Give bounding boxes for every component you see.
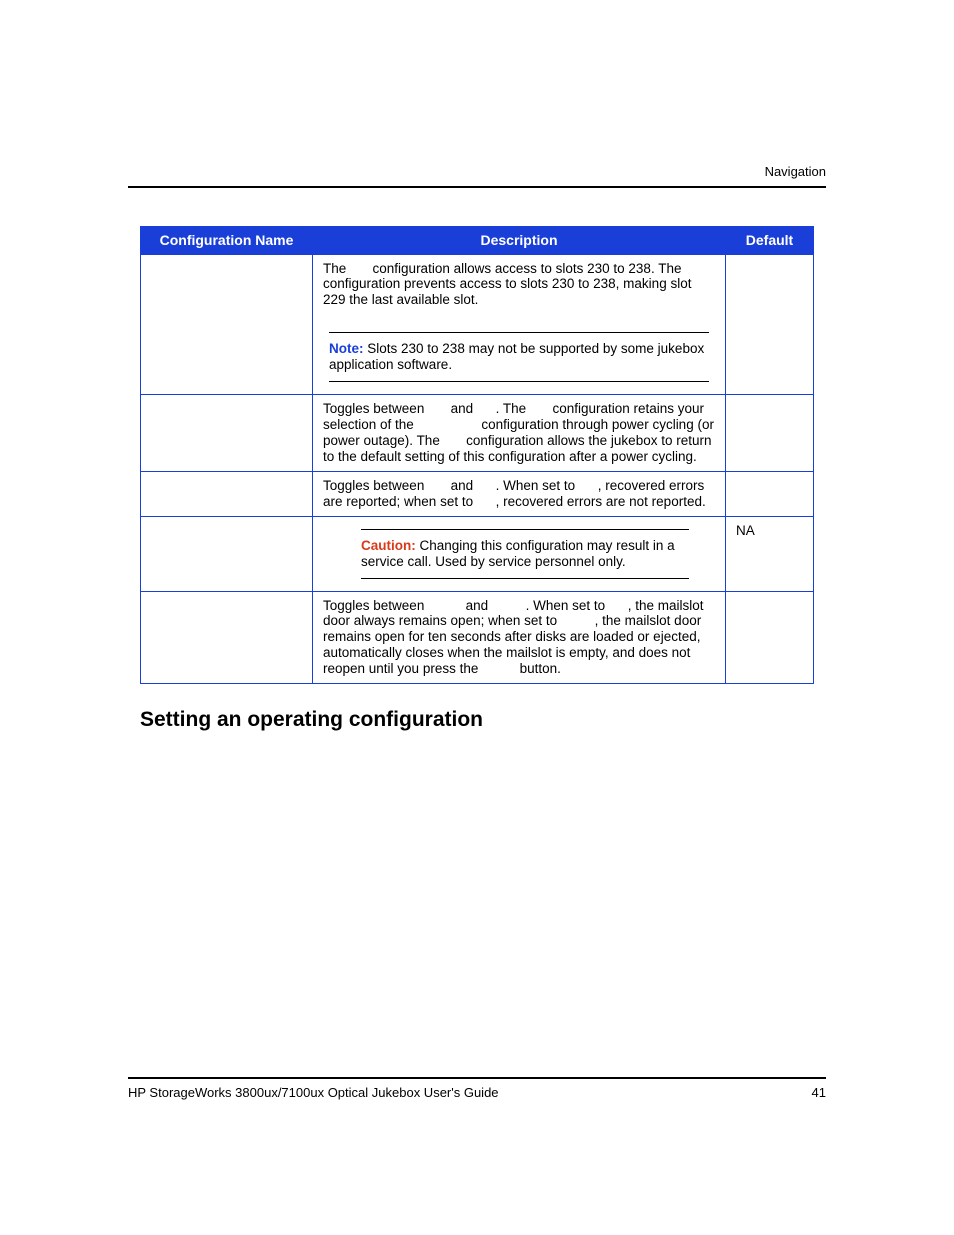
cell-desc: Toggles between and . When set to , the … (313, 591, 726, 684)
footer-rule (128, 1077, 826, 1079)
cell-desc: Toggles between and . The configuration … (313, 395, 726, 472)
txt: button. (516, 661, 561, 676)
txt: Toggles between (323, 401, 428, 416)
txt: and (447, 401, 477, 416)
cell-name (141, 591, 313, 684)
cell-default (726, 395, 814, 472)
page-footer: HP StorageWorks 3800ux/7100ux Optical Ju… (128, 1077, 826, 1100)
cell-name (141, 254, 313, 395)
txt: . When set to (496, 478, 579, 493)
cell-default (726, 254, 814, 395)
note-box: Note: Slots 230 to 238 may not be suppor… (329, 332, 709, 382)
col-header-default: Default (726, 227, 814, 255)
txt: Toggles between (323, 598, 428, 613)
txt: and (447, 478, 477, 493)
txt: . The (496, 401, 530, 416)
cell-name (141, 395, 313, 472)
cell-name (141, 516, 313, 591)
note-label: Note: (329, 341, 364, 356)
txt: Toggles between (323, 478, 428, 493)
cell-default: NA (726, 516, 814, 591)
cell-desc: Toggles between and . When set to , reco… (313, 471, 726, 516)
section-heading: Setting an operating configuration (140, 708, 814, 732)
cell-desc: The configuration allows access to slots… (313, 254, 726, 395)
note-text: Slots 230 to 238 may not be supported by… (329, 341, 704, 372)
table-row: The configuration allows access to slots… (141, 254, 814, 395)
txt: configuration prevents access to slots 2… (323, 276, 691, 307)
txt: . When set to (526, 598, 609, 613)
table-header-row: Configuration Name Description Default (141, 227, 814, 255)
page: Navigation Configuration Name Descriptio… (0, 0, 954, 1235)
txt: The (323, 261, 350, 276)
table-row: Toggles between and . The configuration … (141, 395, 814, 472)
txt: and (462, 598, 492, 613)
cell-name (141, 471, 313, 516)
cell-default (726, 471, 814, 516)
txt: , recovered errors are not reported. (496, 494, 706, 509)
caution-label: Caution: (361, 538, 416, 553)
txt: configuration allows access to slots 230… (369, 261, 685, 276)
footer-left: HP StorageWorks 3800ux/7100ux Optical Ju… (128, 1085, 499, 1100)
table-row: Toggles between and . When set to , the … (141, 591, 814, 684)
table-row: Caution: Changing this configuration may… (141, 516, 814, 591)
running-head: Navigation (765, 164, 826, 179)
cell-desc: Caution: Changing this configuration may… (313, 516, 726, 591)
caution-box: Caution: Changing this configuration may… (361, 529, 689, 579)
table-row: Toggles between and . When set to , reco… (141, 471, 814, 516)
content-area: Configuration Name Description Default T… (140, 226, 814, 732)
footer-page-number: 41 (812, 1085, 826, 1100)
cell-default (726, 591, 814, 684)
config-table: Configuration Name Description Default T… (140, 226, 814, 684)
col-header-desc: Description (313, 227, 726, 255)
col-header-name: Configuration Name (141, 227, 313, 255)
top-rule (128, 186, 826, 188)
